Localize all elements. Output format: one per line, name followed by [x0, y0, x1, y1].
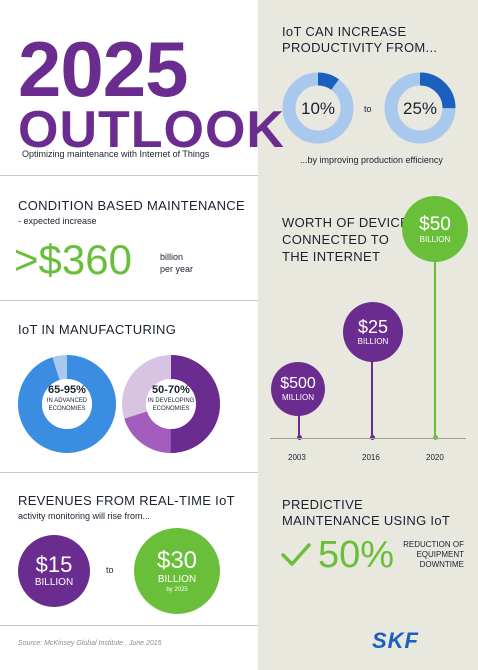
device-2003-value: $500 [280, 375, 316, 392]
device-2003-bubble: $500 MILLION [271, 362, 325, 416]
donut-arc [282, 72, 354, 144]
predictive-label-1: REDUCTION OF [403, 540, 464, 549]
cbm-value: >$360 [14, 236, 132, 283]
advanced-label: 65-95% IN ADVANCED ECONOMIES [18, 384, 116, 413]
cbm-heading: CONDITION BASED MAINTENANCE [18, 198, 245, 213]
title-year: 2025 [18, 25, 189, 113]
predictive-label: REDUCTION OF EQUIPMENT DOWNTIME [400, 540, 464, 570]
predictive-heading-2: MAINTENANCE USING IoT [282, 513, 451, 528]
dot-2016 [369, 435, 375, 440]
predictive-label-2: EQUIPMENT [416, 550, 464, 559]
developing-range: 50-70% [152, 384, 190, 396]
divider [0, 175, 258, 176]
divider [0, 300, 258, 301]
predictive-value: 50% [318, 534, 395, 576]
device-2020-unit: BILLION [419, 234, 451, 244]
cbm-unit-1: billion [160, 252, 184, 262]
donut-arc-dark [122, 355, 220, 453]
predictive-label-3: DOWNTIME [419, 560, 464, 569]
skf-logo: SKF [372, 628, 419, 653]
dot-2003 [296, 435, 302, 440]
productivity-connector: to [364, 104, 372, 114]
device-2016-value: $25 [357, 317, 389, 337]
advanced-range: 65-95% [48, 384, 86, 396]
timeline-axis [270, 438, 466, 439]
title-subtitle: Optimizing maintenance with Internet of … [22, 149, 210, 159]
devices-heading-3: THE INTERNET [282, 249, 381, 264]
developing-label-1: IN DEVELOPING [147, 398, 195, 404]
device-2020-bubble: $50 BILLION [402, 196, 468, 262]
developing-label-2: ECONOMIES [152, 406, 190, 412]
revenue-from-unit: BILLION [34, 577, 74, 588]
productivity-heading-2: PRODUCTIVITY FROM... [282, 40, 438, 55]
productivity-to-donut [384, 72, 456, 144]
productivity-heading-1: IoT CAN INCREASE [282, 24, 407, 39]
devices-heading-2: CONNECTED TO [282, 232, 390, 247]
revenue-to-note: by 2025 [166, 586, 188, 593]
devices-heading-1: WORTH OF DEVICES [282, 215, 419, 230]
device-2003-unit: MILLION [281, 393, 314, 402]
iot-mfg-heading: IoT IN MANUFACTURING [18, 322, 177, 337]
advanced-economies-donut [18, 355, 116, 453]
revenue-to-value: $30 [156, 546, 198, 574]
predictive-heading-1: PREDICTIVE [282, 497, 364, 512]
divider [0, 472, 258, 473]
donut-hole [146, 379, 196, 429]
title-headline: OUTLOOK [18, 101, 285, 159]
dot-2020 [432, 435, 438, 440]
stem-2003 [298, 400, 300, 438]
device-2016-bubble: $25 BILLION [343, 302, 403, 362]
cbm-unit-2: per year [160, 264, 194, 274]
developing-label: 50-70% IN DEVELOPING ECONOMIES [122, 384, 220, 413]
donut-arc [384, 72, 456, 144]
stem-2020 [434, 250, 436, 438]
productivity-to: 25% [402, 99, 438, 118]
donut-arc [18, 355, 116, 453]
revenues-sub: activity monitoring will rise from... [18, 511, 151, 521]
revenue-to-circle: $30 BILLION by 2025 [134, 528, 220, 614]
revenue-connector: to [106, 565, 114, 575]
revenue-from-circle: $15 BILLION [18, 535, 90, 607]
advanced-label-2: ECONOMIES [48, 406, 86, 412]
revenue-from-value: $15 [35, 552, 73, 577]
source-note: Source: McKinsey Global Institute , June… [18, 640, 162, 647]
productivity-from: 10% [300, 99, 336, 118]
device-2016-unit: BILLION [357, 337, 389, 346]
cbm-sub: - expected increase [18, 216, 97, 226]
productivity-note: ...by improving production efficiency [300, 155, 443, 165]
year-2020: 2020 [426, 453, 444, 462]
year-2016: 2016 [362, 453, 380, 462]
divider [0, 625, 258, 626]
developing-economies-donut [122, 355, 220, 453]
revenue-to-unit: BILLION [157, 573, 197, 585]
donut-hole [42, 379, 92, 429]
stem-2016 [371, 350, 373, 438]
revenues-heading: REVENUES FROM REAL-TIME IoT [18, 493, 235, 508]
device-2020-value: $50 [419, 213, 451, 235]
checkmark-icon [281, 543, 311, 566]
productivity-from-donut [282, 72, 354, 144]
advanced-label-1: IN ADVANCED [46, 398, 88, 404]
year-2003: 2003 [288, 453, 306, 462]
